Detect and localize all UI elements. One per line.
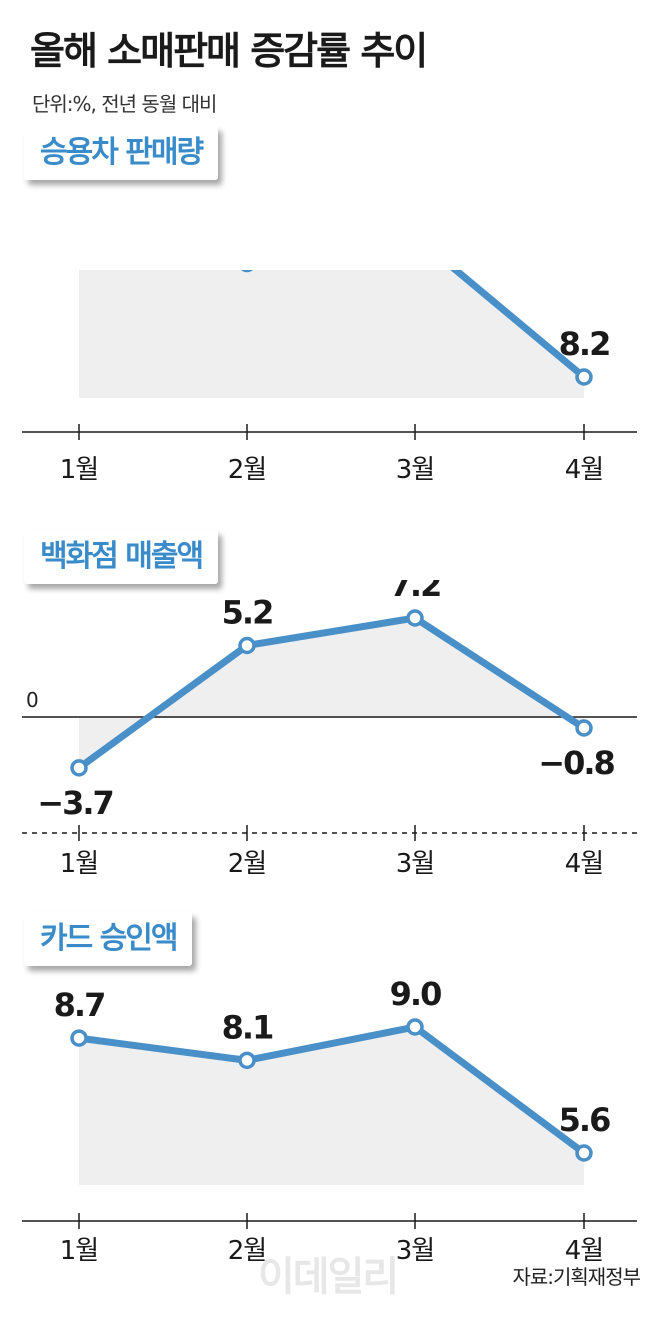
- data-point: [575, 719, 593, 737]
- chart-title: 올해 소매판매 증감률 추이: [30, 29, 428, 73]
- data-point: [575, 368, 593, 386]
- data-point: [238, 636, 256, 655]
- series-line: [75, 1023, 588, 1157]
- x-tick-label: 4월: [565, 849, 603, 879]
- data-label: 5.2: [222, 594, 273, 632]
- x-tick-label: 2월: [228, 1236, 266, 1265]
- x-tick-label: 3월: [396, 1236, 434, 1265]
- data-label: 8.1: [222, 1008, 273, 1046]
- x-tick-label: 4월: [565, 1236, 603, 1265]
- area-fill: [79, 618, 584, 768]
- data-point: [406, 609, 424, 627]
- data-label: 8.2: [559, 325, 610, 363]
- x-tick-label: 2월: [228, 849, 266, 879]
- data-label: −0.8: [538, 744, 614, 782]
- data-point: [406, 1018, 424, 1036]
- area-fill: [79, 1027, 584, 1185]
- data-point: [575, 1144, 593, 1162]
- data-point: [241, 270, 253, 273]
- series-line: [450, 270, 588, 381]
- x-tick-label: 4월: [565, 455, 603, 485]
- data-label: 5.6: [559, 1101, 610, 1139]
- data-point: [238, 1051, 256, 1070]
- data-point: [70, 759, 88, 777]
- x-tick-label: 3월: [396, 455, 434, 485]
- watermark: 이데일리: [258, 1254, 399, 1300]
- department-store-chart: 0 1월 2월 3월 4월 −3.7 5.2 7.2 −0.8: [22, 580, 637, 879]
- x-tick-label: 1월: [60, 455, 98, 485]
- zero-label: 0: [26, 688, 39, 712]
- data-label: 9.0: [390, 975, 441, 1013]
- data-point: [70, 1029, 88, 1047]
- data-label: 8.7: [54, 986, 105, 1024]
- x-tick-label: 3월: [396, 849, 434, 879]
- car-sales-chart: 1월2월3월4월19.118.120.58.2: [22, 270, 637, 485]
- series-line: [75, 614, 588, 772]
- unit-note: 단위:%, 전년 동월 대비: [32, 92, 217, 116]
- panel-title-card-approval: 카드 승인액: [24, 912, 193, 966]
- area-fill: [79, 270, 584, 398]
- panel-title-car-sales: 승용차 판매량: [24, 126, 219, 180]
- source-note: 자료:기획재정부: [512, 1265, 641, 1289]
- panel-title-department-store: 백화점 매출액: [24, 530, 219, 584]
- x-tick-label: 1월: [60, 1236, 98, 1265]
- x-tick-label: 2월: [228, 455, 266, 485]
- data-label: −3.7: [37, 784, 113, 822]
- x-tick-label: 1월: [60, 849, 98, 879]
- data-label: 7.2: [390, 580, 441, 604]
- card-approval-chart: 1월 2월 3월 4월 8.7 8.1 9.0 5.6: [22, 975, 637, 1265]
